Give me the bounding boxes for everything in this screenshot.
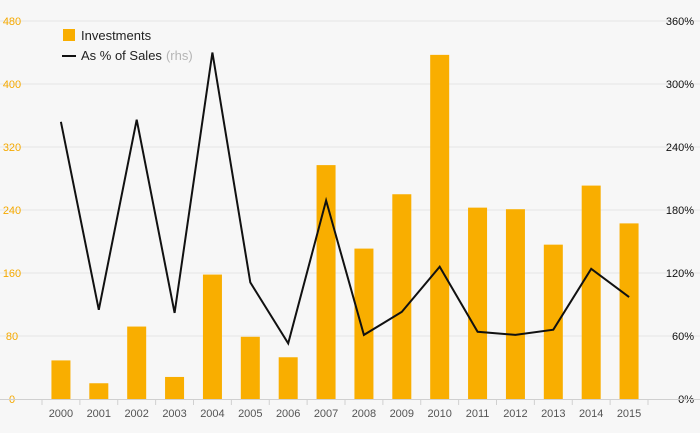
bar xyxy=(505,209,525,399)
bar xyxy=(430,54,450,400)
legend-label-pct-of-sales: As % of Sales (rhs) xyxy=(81,48,193,63)
bar xyxy=(240,336,260,399)
bar xyxy=(468,207,488,399)
x-tick-label: 2015 xyxy=(617,408,641,420)
bar xyxy=(316,165,336,399)
legend-label-pct-of-sales-suffix: (rhs) xyxy=(166,48,193,63)
bar xyxy=(202,274,222,399)
y-right-tick-label: 60% xyxy=(672,331,694,343)
bar xyxy=(89,383,109,399)
legend-label-investments: Investments xyxy=(81,28,152,43)
bar xyxy=(51,360,71,399)
x-tick-label: 2005 xyxy=(238,408,262,420)
y-left-tick-label: 240 xyxy=(3,205,21,217)
y-right-tick-label: 240% xyxy=(666,142,694,154)
gridlines xyxy=(0,20,700,337)
bar xyxy=(354,248,374,399)
line-series-pct-of-sales xyxy=(59,52,630,346)
bar xyxy=(619,223,639,399)
y-right-tick-label: 360% xyxy=(666,16,694,28)
x-tick-label: 2004 xyxy=(200,408,224,420)
x-tick-label: 2013 xyxy=(541,408,565,420)
bar xyxy=(392,194,412,399)
y-right-tick-label: 300% xyxy=(666,79,694,91)
x-tick-label: 2001 xyxy=(87,408,111,420)
y-right-tick-label: 180% xyxy=(666,205,694,217)
legend-label-pct-of-sales-main: As % of Sales xyxy=(81,48,162,63)
x-tick-label: 2000 xyxy=(49,408,73,420)
x-tick-label: 2014 xyxy=(579,408,603,420)
legend-swatch-investments xyxy=(63,29,75,41)
y-left-tick-label: 80 xyxy=(6,331,18,343)
bar xyxy=(165,376,185,399)
x-tick-label: 2010 xyxy=(427,408,451,420)
bar xyxy=(278,357,298,399)
line-path xyxy=(59,52,630,346)
x-tick-label: 2006 xyxy=(276,408,300,420)
axes: 0801602403204004800%60%120%180%240%300%3… xyxy=(0,16,700,420)
y-left-tick-label: 480 xyxy=(3,16,21,28)
y-left-tick-label: 400 xyxy=(3,79,21,91)
y-left-tick-label: 320 xyxy=(3,142,21,154)
legend: Investments As % of Sales (rhs) xyxy=(62,28,193,63)
x-tick-label: 2009 xyxy=(390,408,414,420)
bar-series-investments xyxy=(51,54,639,400)
x-tick-label: 2002 xyxy=(124,408,148,420)
bar xyxy=(127,326,147,399)
x-tick-label: 2011 xyxy=(466,408,490,420)
bar xyxy=(543,244,563,399)
x-tick-label: 2012 xyxy=(503,408,527,420)
y-right-tick-label: 120% xyxy=(666,268,694,280)
x-tick-label: 2008 xyxy=(352,408,376,420)
y-left-tick-label: 160 xyxy=(3,268,21,280)
x-tick-label: 2007 xyxy=(314,408,338,420)
x-tick-label: 2003 xyxy=(162,408,186,420)
bar xyxy=(581,185,601,399)
